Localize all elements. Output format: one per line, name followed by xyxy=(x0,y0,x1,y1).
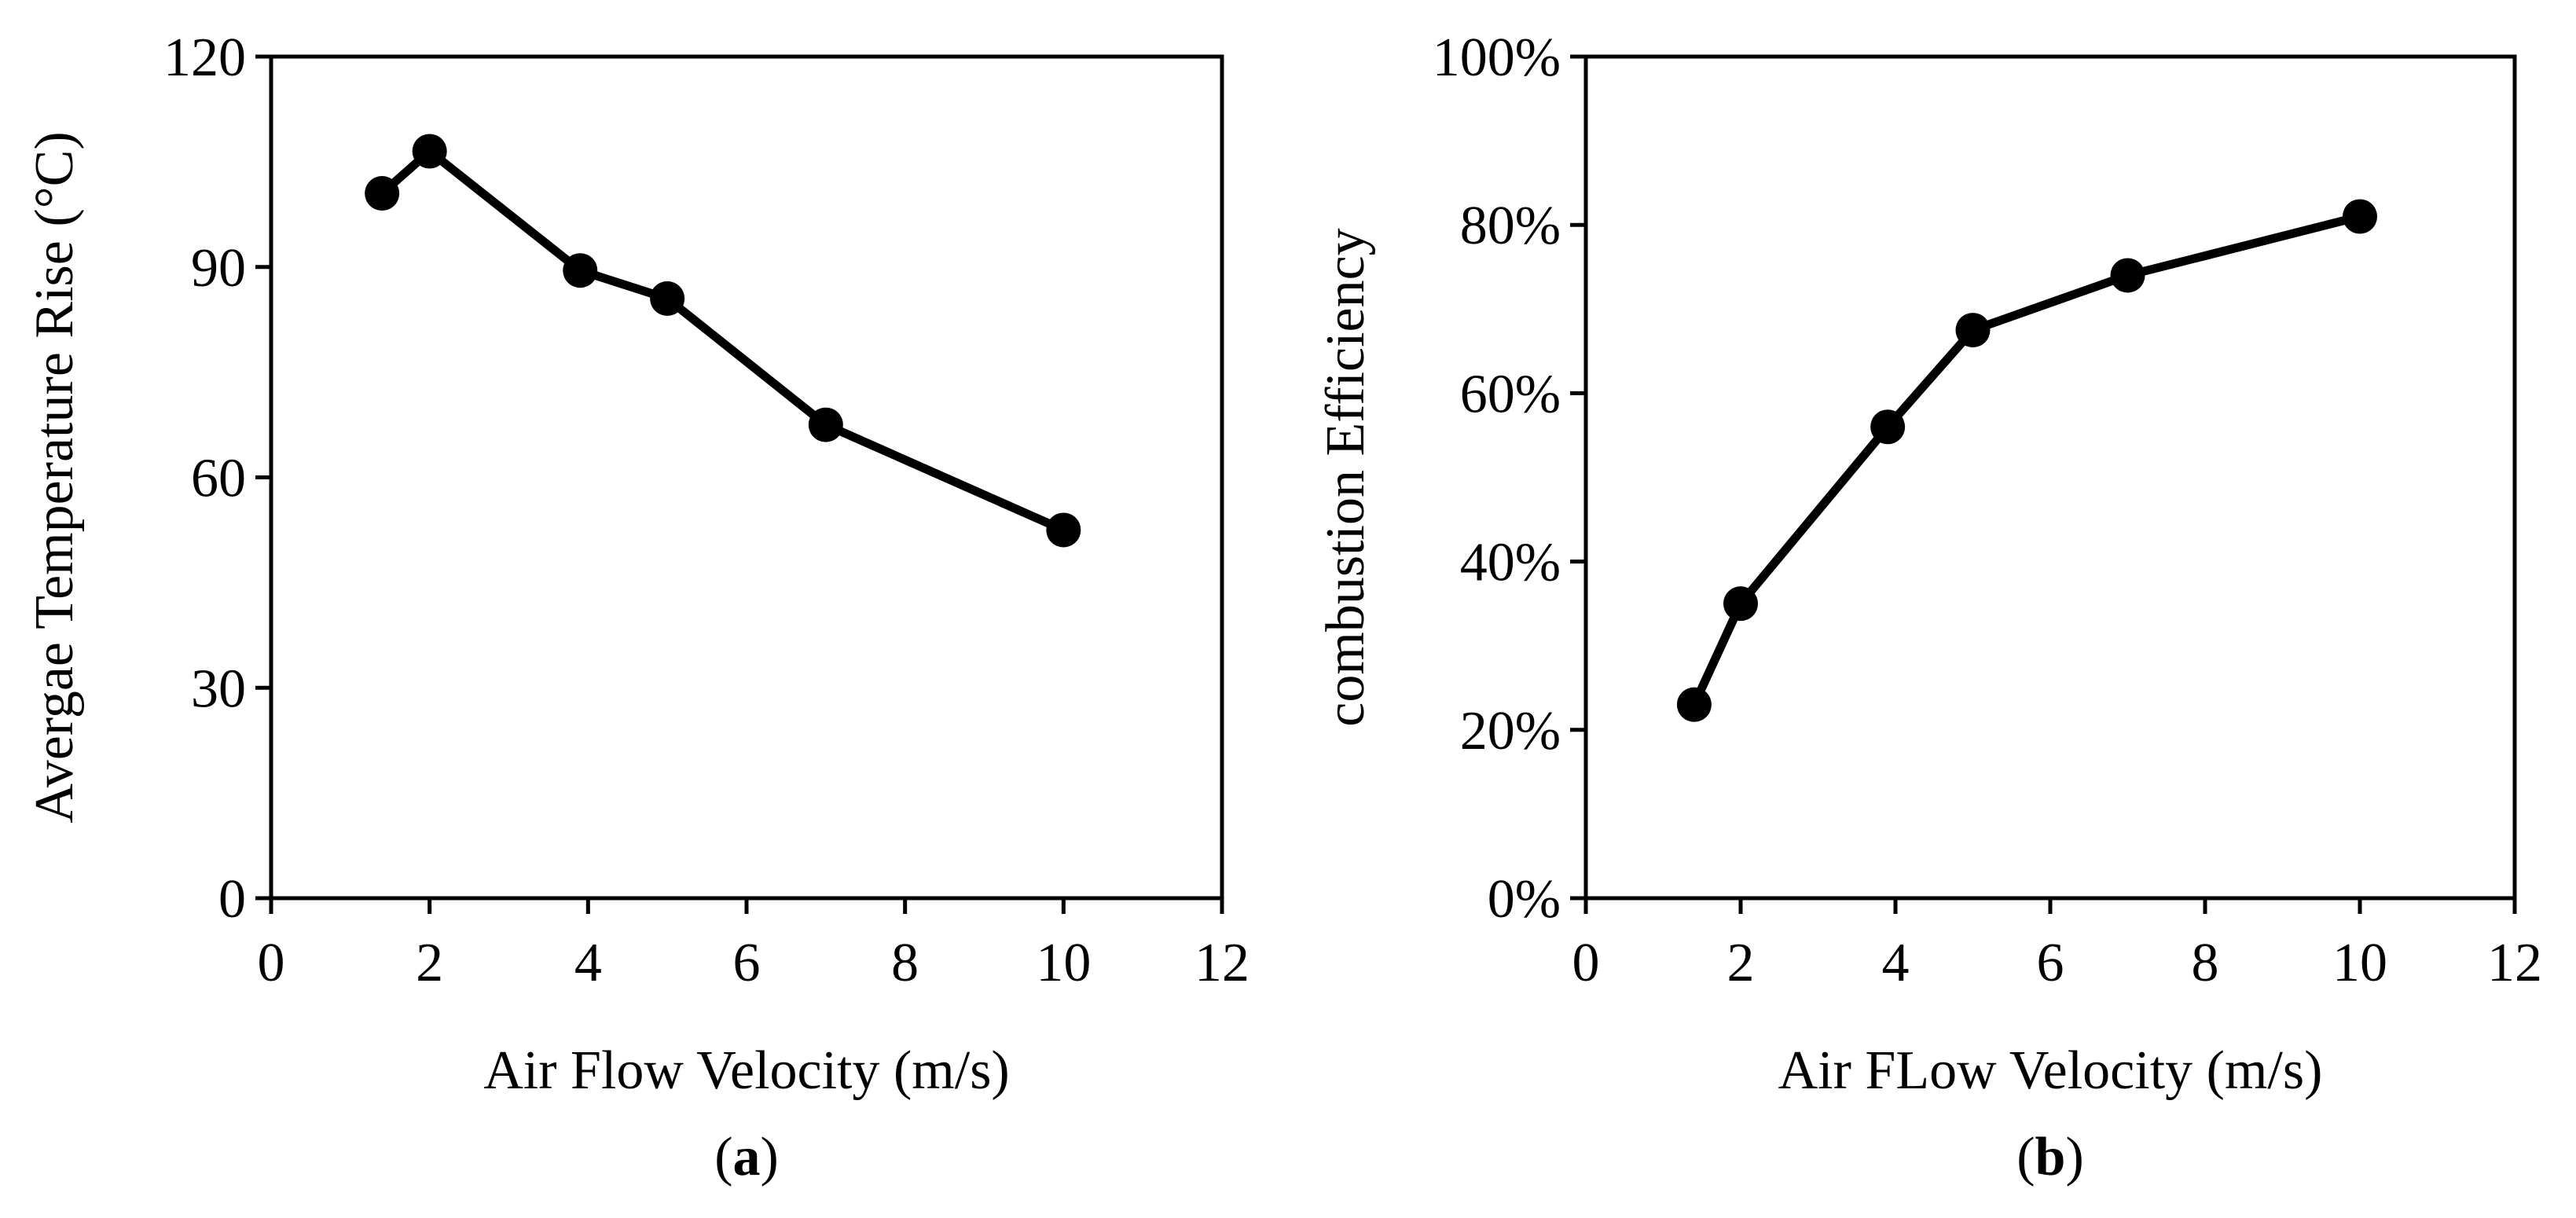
y-tick-label: 100% xyxy=(1433,28,1561,88)
series-line xyxy=(1690,211,2365,710)
x-tick-label: 2 xyxy=(416,933,443,993)
y-tick-label: 30 xyxy=(191,659,246,719)
y-tick-label: 0% xyxy=(1488,869,1561,930)
x-tick-label: 8 xyxy=(891,933,919,993)
data-point xyxy=(1723,586,1758,622)
data-point xyxy=(563,253,598,288)
x-axis-title: Air FLow Velocity (m/s) xyxy=(1778,1040,2323,1101)
plot-frame xyxy=(269,54,1224,901)
x-tick-label: 4 xyxy=(1882,933,1910,993)
x-tick-label: 8 xyxy=(2192,933,2219,993)
data-point xyxy=(365,176,400,211)
x-tick-label: 6 xyxy=(2037,933,2064,993)
y-tick-label: 40% xyxy=(1460,533,1561,593)
x-axis-title: Air Flow Velocity (m/s) xyxy=(483,1040,1010,1101)
x-tick-label: 6 xyxy=(733,933,761,993)
x-tick-label: 12 xyxy=(2487,933,2542,993)
panel-b-chart: 0% 20% 40% 60% 80% 100% 0 2 4 6 8 10 12 Air FLow Velo… xyxy=(1316,28,2542,1187)
data-point xyxy=(808,407,843,442)
x-tick-label: 0 xyxy=(258,933,285,993)
data-point xyxy=(1870,409,1906,445)
y-tick-label: 90 xyxy=(191,238,246,299)
y-tick-label: 60% xyxy=(1460,364,1561,424)
series-line xyxy=(377,146,1068,534)
panel-a-chart: 0 30 60 90 120 0 2 4 6 8 10 12 Air Flow Velocity (m/… xyxy=(24,28,1249,1187)
x-tick-label: 4 xyxy=(574,933,602,993)
y-axis-title: combustion Efficiency xyxy=(1316,228,1376,726)
plot-frame xyxy=(1583,54,2517,901)
x-tick-label: 10 xyxy=(1036,933,1091,993)
data-point xyxy=(412,134,447,169)
panel-label: (b) xyxy=(2016,1127,2084,1187)
data-point xyxy=(2343,199,2377,234)
data-point xyxy=(1676,687,1712,722)
data-point xyxy=(650,281,685,316)
panel-label: (a) xyxy=(714,1127,779,1187)
y-tick-label: 120 xyxy=(163,28,246,88)
y-axis-title: Avergae Temperature Rise (°C) xyxy=(24,131,85,823)
y-tick-label: 80% xyxy=(1460,196,1561,256)
y-tick-label: 20% xyxy=(1460,701,1561,761)
y-tick-label: 60 xyxy=(191,449,246,509)
x-tick-label: 2 xyxy=(1727,933,1755,993)
x-tick-label: 10 xyxy=(2332,933,2387,993)
data-point xyxy=(1955,313,1991,348)
x-tick-label: 0 xyxy=(1572,933,1600,993)
x-tick-label: 12 xyxy=(1194,933,1249,993)
y-tick-label: 0 xyxy=(218,869,246,930)
data-point xyxy=(1046,512,1081,548)
data-point xyxy=(2110,258,2145,293)
